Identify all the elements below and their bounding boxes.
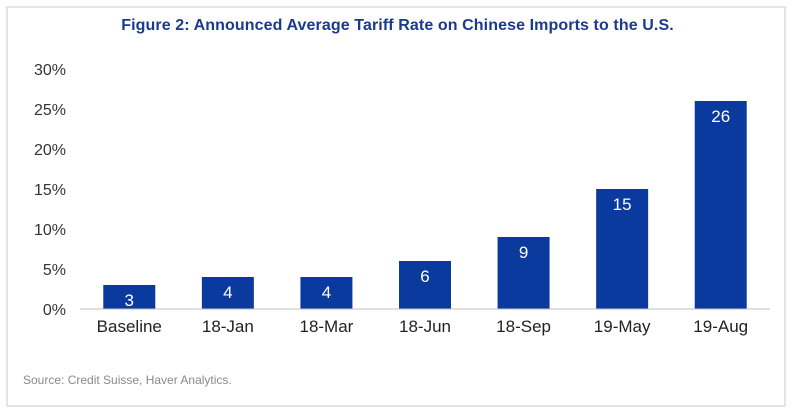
y-tick-label: 25% [34, 102, 66, 119]
y-tick-label: 10% [34, 222, 66, 239]
data-label: 6 [420, 267, 429, 286]
bar [497, 237, 550, 309]
x-tick-label: 18-Sep [496, 317, 551, 336]
chart-title: Figure 2: Announced Average Tariff Rate … [121, 17, 674, 34]
x-tick-label: 18-Jun [399, 317, 451, 336]
bar [201, 277, 254, 309]
bar [399, 261, 451, 309]
x-tick-label: 19-May [594, 317, 651, 336]
bar [596, 189, 649, 309]
x-tick-label: 18-Mar [299, 317, 353, 336]
data-label: 4 [223, 283, 232, 302]
data-label: 9 [519, 243, 528, 262]
y-tick-label: 30% [34, 62, 66, 79]
y-tick-label: 0% [43, 302, 66, 319]
y-tick-label: 15% [34, 182, 66, 199]
x-tick-label: 19-Aug [693, 317, 748, 336]
data-label: 15 [613, 195, 632, 214]
data-label: 26 [711, 107, 730, 126]
x-tick-label: 18-Jan [202, 317, 254, 336]
y-tick-label: 20% [34, 142, 66, 159]
source-note: Source: Credit Suisse, Haver Analytics. [23, 373, 232, 387]
chart-frame [6, 6, 786, 407]
data-label: 4 [322, 283, 331, 302]
x-tick-label: Baseline [97, 317, 162, 336]
data-label: 3 [125, 291, 134, 310]
bar [103, 285, 156, 309]
bar [694, 101, 747, 309]
bar [300, 277, 353, 309]
y-tick-label: 5% [43, 262, 66, 279]
